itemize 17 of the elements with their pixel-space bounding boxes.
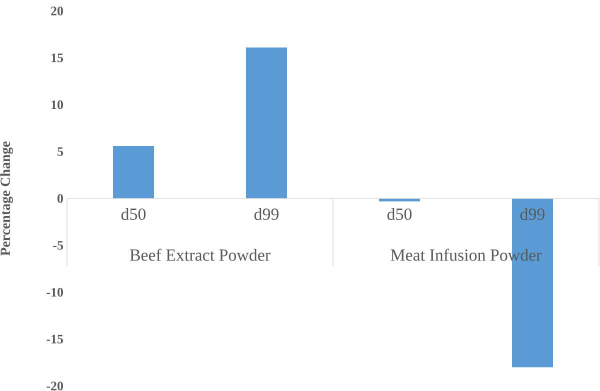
bar [113,146,154,198]
bar [246,48,287,198]
y-tick-label: -10 [46,288,63,297]
y-tick-label: -5 [53,241,64,250]
y-tick-label: 15 [52,54,64,62]
y-tick-label: 20 [51,6,63,16]
y-tick-label: -15 [46,334,64,344]
x-tick-label: d99 [520,208,545,220]
annotation: Beef Extract Powder [130,248,270,261]
x-tick-label: d50 [387,208,412,220]
y-tick-label: 0 [58,194,63,203]
y-tick-label: -20 [46,382,63,390]
y-axis-title: Percentage Change [0,141,13,256]
x-tick-label: d99 [254,208,279,220]
y-tick-label: 5 [58,147,64,156]
y-tick-label: 10 [52,100,63,110]
x-tick-label: d50 [121,208,146,220]
